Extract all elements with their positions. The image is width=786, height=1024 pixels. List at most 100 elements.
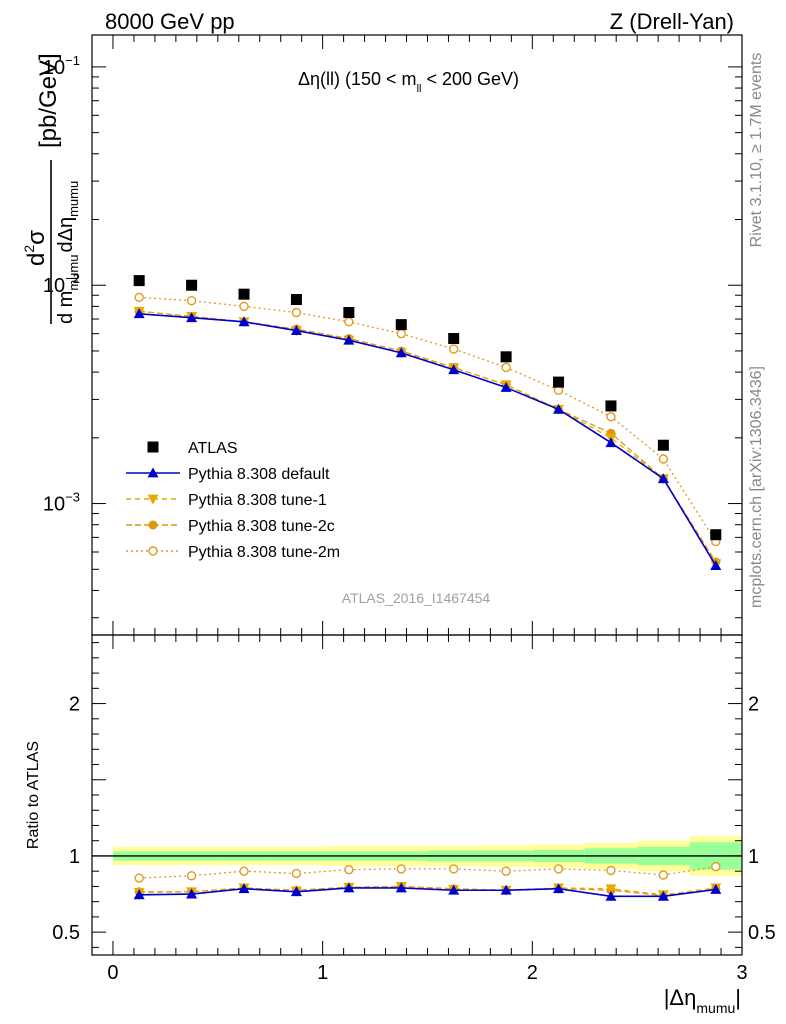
data-point — [657, 439, 669, 451]
data-point — [395, 319, 407, 331]
axis-ticks — [91, 35, 743, 955]
chart-title-main: Δη(ll) (150 < m — [298, 69, 417, 89]
series-point — [395, 347, 407, 358]
data-point — [186, 279, 198, 291]
ratio-tick-label-left: 2 — [69, 694, 80, 716]
legend-marker — [147, 467, 159, 478]
series-point — [238, 316, 250, 327]
data-point — [290, 294, 302, 306]
data-point — [605, 400, 617, 412]
y-tick-label: 10−1 — [43, 53, 80, 79]
x-tick-label: 2 — [527, 962, 538, 984]
series-point — [448, 344, 459, 354]
x-tick-label: 0 — [107, 962, 118, 984]
data-point — [448, 333, 460, 345]
ratio-point — [291, 868, 302, 879]
ratio-panel-frame — [91, 634, 743, 956]
legend-marker — [147, 494, 159, 505]
ratio-uncertainty-bands — [92, 836, 742, 876]
series-point — [658, 454, 669, 464]
analysis-watermark: ATLAS_2016_I1467454 — [342, 590, 491, 606]
data-point — [343, 307, 355, 319]
chart-title-end: < 200 GeV) — [421, 69, 519, 89]
ratio-point — [605, 884, 617, 895]
ratio-point — [344, 864, 354, 875]
series-point — [343, 334, 355, 345]
legend-marker — [147, 441, 159, 453]
series-point — [133, 308, 145, 319]
series-line — [139, 310, 717, 563]
series-point — [344, 317, 354, 327]
ratio-point — [606, 865, 616, 876]
ratio-line — [139, 885, 716, 896]
series-line — [139, 312, 717, 566]
ratio-point — [553, 864, 564, 874]
legend-label: Pythia 8.308 tune-1 — [188, 492, 327, 509]
ratio-tick-label-right: 2 — [748, 694, 759, 716]
legend-label: Pythia 8.308 default — [188, 466, 330, 483]
data-point — [238, 288, 250, 300]
series-point — [186, 312, 198, 323]
series-point — [134, 292, 144, 303]
header-right: Z (Drell-Yan) — [610, 9, 734, 34]
series-point — [448, 364, 460, 375]
ratio-point — [605, 890, 617, 901]
ylabel-unit: [pb/GeV] — [35, 53, 62, 148]
axis-tick-labels: 0 1 2 3 10−1 10−2 10−3 0.5 0.5 1 1 2 2 — [43, 53, 776, 984]
legend-label: Pythia 8.308 tune-2m — [188, 544, 340, 561]
rivet-label: Rivet 3.1.10, ≥ 1.7M events — [748, 53, 765, 248]
series-point — [291, 307, 302, 318]
series-point — [606, 411, 616, 422]
ratio-tick-label-right: 1 — [748, 846, 759, 868]
ylabel-numerator: d2σ — [21, 230, 50, 266]
ratio-point — [657, 890, 669, 901]
ratio-point — [290, 886, 302, 897]
data-point — [500, 351, 512, 363]
ratio-point — [658, 870, 669, 880]
series-line — [139, 310, 717, 565]
ratio-point — [133, 889, 145, 900]
x-tick-label: 1 — [317, 962, 328, 984]
series-point — [239, 301, 249, 312]
series-point — [186, 295, 197, 306]
ratio-point — [711, 861, 721, 872]
legend: ATLAS Pythia 8.308 default Pythia 8.308 tu… — [126, 440, 340, 561]
ratio-y-label: Ratio to ATLAS — [25, 741, 42, 849]
header-left: 8000 GeV pp — [105, 9, 235, 34]
series-line — [139, 296, 717, 542]
series-point — [290, 325, 302, 335]
ratio-point — [448, 864, 459, 874]
ratio-point — [710, 883, 722, 894]
legend-label: Pythia 8.308 tune-2c — [188, 518, 335, 535]
ratio-line — [139, 865, 716, 879]
ratio-line — [139, 887, 716, 898]
ratio-point — [343, 882, 355, 893]
series-point — [396, 328, 406, 339]
ylabel-denominator: d mmumudΔηmumu — [55, 181, 81, 324]
mcplots-label: mcplots.cern.ch [arXiv:1306.3436] — [748, 366, 765, 608]
legend-marker — [148, 546, 158, 556]
x-axis-label: |Δηmumu| — [664, 985, 741, 1016]
y-tick-label: 10−3 — [43, 490, 80, 516]
data-point — [553, 376, 565, 388]
chart-title-sub: ll — [417, 83, 422, 95]
y-axis-label: d2σ d mmumudΔηmumu [pb/GeV] — [21, 53, 81, 324]
ratio-tick-label-left: 0.5 — [52, 922, 80, 944]
legend-label: ATLAS — [188, 440, 238, 457]
ratio-point — [395, 882, 407, 893]
ratio-point — [134, 873, 144, 883]
ratio-point — [238, 883, 250, 894]
ratio-point — [186, 871, 197, 881]
ratio-tick-label-left: 1 — [69, 846, 80, 868]
series-point — [605, 437, 617, 448]
ratio-tick-label-right: 0.5 — [748, 922, 776, 944]
ratio-point — [448, 884, 460, 895]
ratio-point — [500, 884, 512, 895]
ratio-point — [396, 864, 406, 874]
ratio-point — [553, 883, 565, 894]
ratio-layer — [133, 861, 722, 901]
ratio-point — [501, 866, 511, 876]
ratio-point — [239, 866, 249, 876]
series-point — [501, 362, 511, 373]
